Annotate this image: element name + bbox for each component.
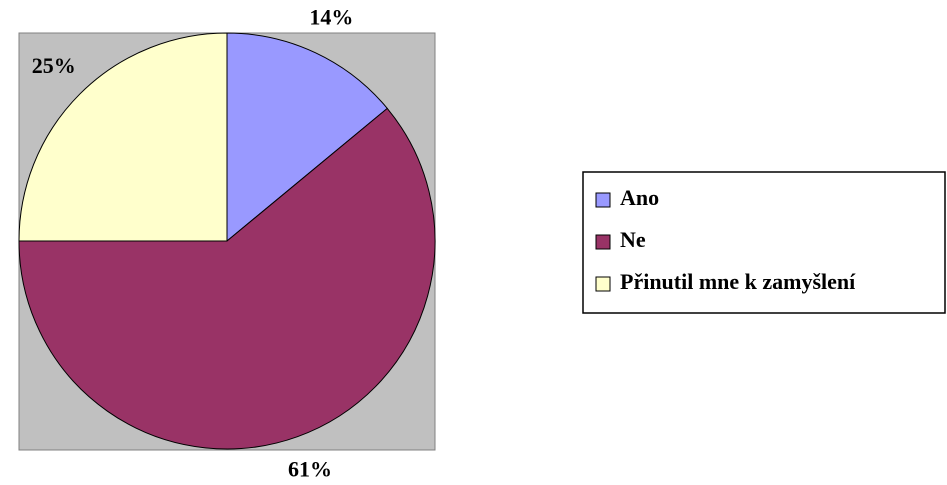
pie-slice [226, 32, 388, 243]
legend-swatch [595, 234, 611, 250]
legend-swatch [595, 276, 611, 292]
data-label: 61% [288, 457, 332, 482]
pie-slice [18, 107, 436, 450]
data-label: 14% [309, 4, 353, 29]
pie-slice [18, 32, 228, 242]
legend-label: Ne [620, 227, 646, 252]
legend-swatch [595, 192, 611, 208]
data-label: 25% [32, 53, 76, 78]
legend-label: Ano [620, 185, 659, 210]
legend-label: Přinutil mne k zamyšlení [620, 269, 856, 294]
legend [582, 171, 946, 314]
